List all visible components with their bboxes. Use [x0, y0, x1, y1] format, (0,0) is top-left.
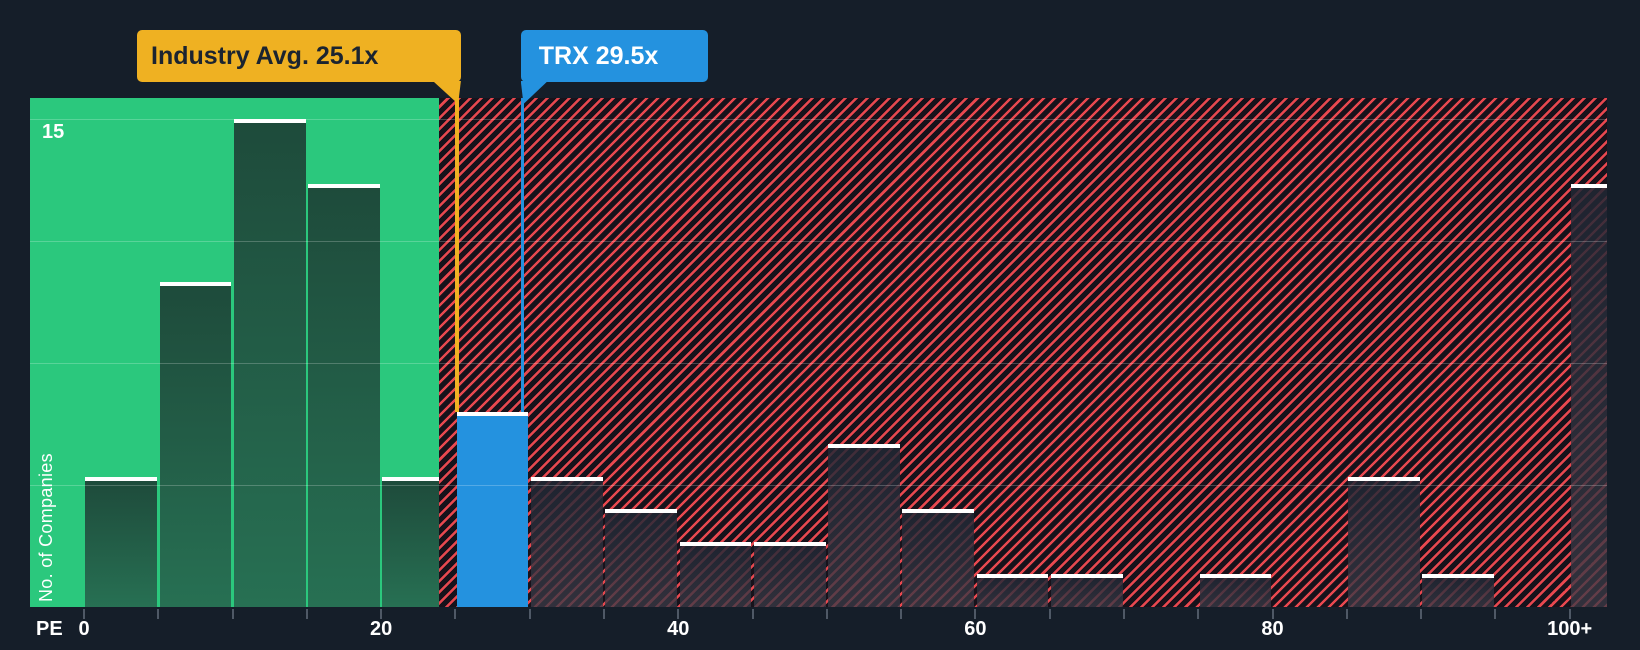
company-bar-25-30[interactable]: [456, 411, 529, 607]
histogram-bar-30-35[interactable]: [531, 476, 603, 607]
industry-avg-callout[interactable]: Industry Avg. 25.1x: [137, 30, 461, 82]
histogram-bar-100+[interactable]: [1571, 184, 1607, 607]
x-axis-tick: [1197, 609, 1200, 619]
industry-avg-label: Industry Avg. 25.1x: [151, 41, 379, 70]
histogram-bar-60-65[interactable]: [976, 574, 1049, 607]
x-axis-label-80: 80: [1261, 618, 1284, 640]
x-axis-tick: [1568, 609, 1571, 619]
histogram-bar-0-5[interactable]: [85, 476, 157, 607]
histogram-bar-15-20[interactable]: [308, 184, 380, 607]
y-axis-title: No. of Companies: [36, 453, 56, 602]
x-axis-tick: [825, 609, 828, 619]
x-axis-label-60: 60: [964, 618, 987, 640]
x-axis-tick: [83, 609, 85, 619]
x-axis-tick: [380, 609, 383, 619]
histogram-bar-65-70[interactable]: [1051, 574, 1123, 607]
histogram-bar-10-15[interactable]: [233, 119, 306, 607]
x-axis-tick: [157, 609, 160, 619]
histogram-bar-45-50[interactable]: [753, 541, 826, 607]
x-axis-tick: [900, 609, 903, 619]
histogram-bar-35-40[interactable]: [605, 509, 677, 607]
gridline: [30, 363, 1607, 364]
x-axis-title: PE: [36, 618, 63, 640]
gridline: [30, 485, 1607, 486]
x-axis-label-40: 40: [667, 618, 690, 640]
x-axis-tick: [1345, 609, 1348, 619]
x-axis-tick: [602, 609, 605, 619]
company-trx-callout[interactable]: TRX 29.5x: [520, 30, 708, 82]
histogram-bar-40-45[interactable]: [679, 541, 752, 607]
x-axis-tick: [1048, 609, 1051, 619]
x-axis-tick: [677, 609, 680, 619]
x-axis-label-100+: 100+: [1547, 618, 1593, 640]
x-axis-tick: [1271, 609, 1274, 619]
x-axis-tick: [751, 609, 754, 619]
x-axis-tick: [231, 609, 234, 619]
x-axis-tick: [305, 609, 308, 619]
plot-area: [30, 98, 1607, 607]
x-axis-tick: [528, 609, 531, 619]
histogram-bar-90-95[interactable]: [1422, 574, 1495, 607]
histogram-bar-20-25[interactable]: [382, 476, 440, 607]
histogram-bar-50-55[interactable]: [828, 444, 900, 607]
histogram-bar-75-80[interactable]: [1199, 574, 1272, 607]
histogram-bar-5-10[interactable]: [159, 281, 232, 607]
histogram-bar-55-60[interactable]: [902, 509, 975, 607]
x-axis-tick: [1494, 609, 1497, 619]
industry-avg-line: [454, 98, 460, 412]
x-axis-tick: [454, 609, 457, 619]
gridline: [30, 241, 1607, 242]
gridline: [30, 119, 1607, 120]
x-axis-label-0: 0: [78, 618, 90, 640]
company-trx-line: [520, 98, 525, 412]
x-axis-tick: [1420, 609, 1423, 619]
histogram-bar-85-90[interactable]: [1348, 476, 1420, 607]
x-axis-tick: [1122, 609, 1125, 619]
y-axis-max-tick-label: 15: [42, 121, 65, 143]
x-axis-tick: [974, 609, 977, 619]
x-axis-label-20: 20: [370, 618, 393, 640]
company-trx-label: TRX 29.5x: [538, 41, 659, 70]
